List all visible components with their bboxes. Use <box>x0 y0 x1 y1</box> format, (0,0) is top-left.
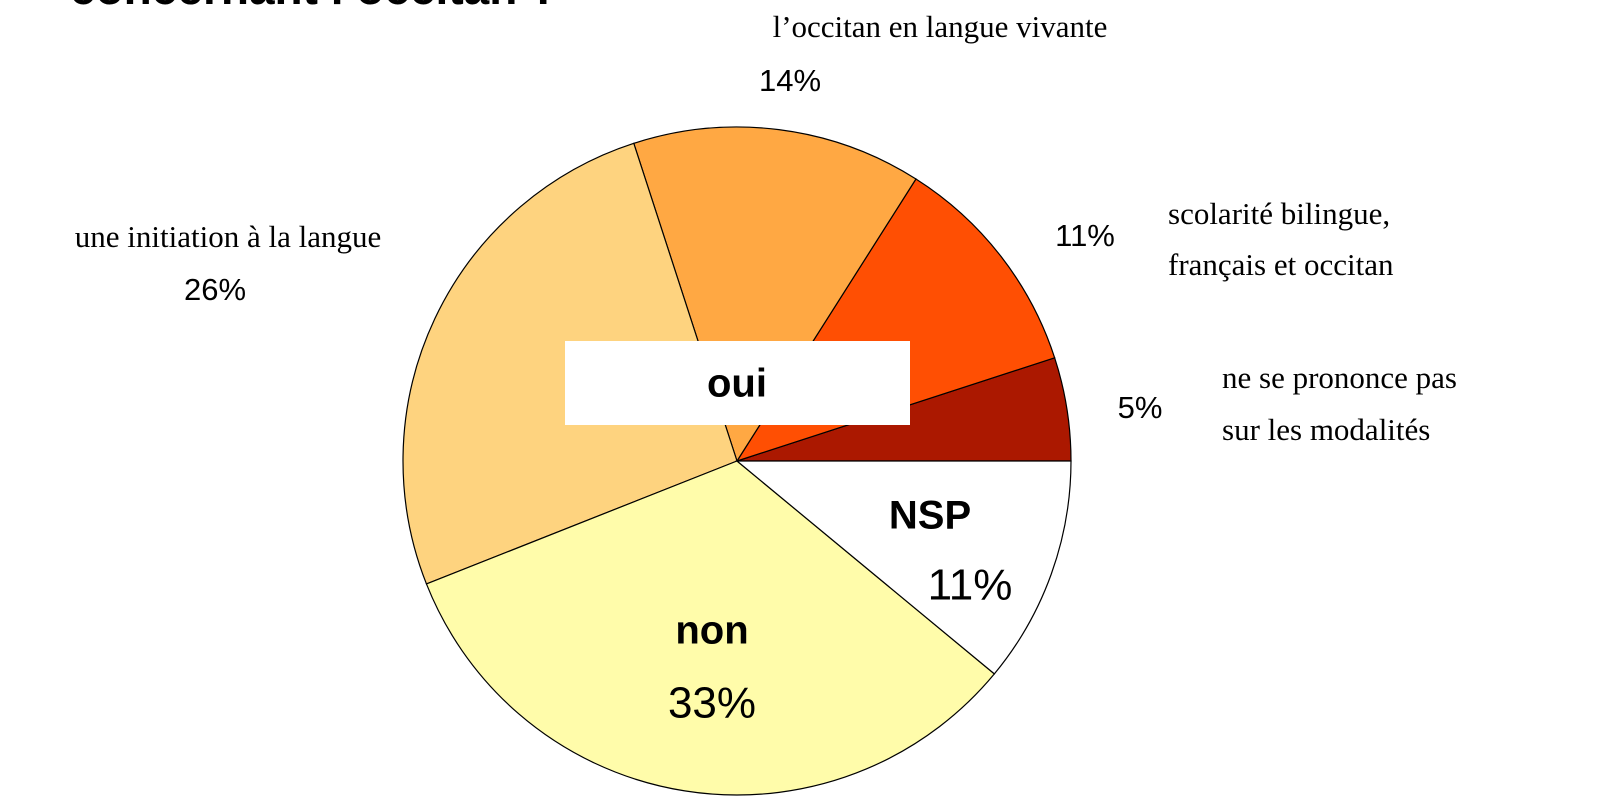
value-label: 11% <box>1055 218 1115 253</box>
value-label: 26% <box>184 272 246 307</box>
pie-slice <box>633 126 917 463</box>
slice-label: sur les modalités <box>1222 412 1430 447</box>
group-label: NSP <box>889 494 971 538</box>
chart-title: concernant l’occitan ? <box>70 0 558 14</box>
value-label: 33% <box>668 679 756 728</box>
slice-label: français et occitan <box>1168 247 1394 282</box>
slice-label: scolarité bilingue, <box>1168 196 1390 231</box>
slice-label: l’occitan en langue vivante <box>773 9 1108 44</box>
pie-slice <box>425 460 996 796</box>
pie-slice <box>735 460 1072 675</box>
slice-label: une initiation à la langue <box>75 219 381 254</box>
value-label: 5% <box>1118 390 1163 425</box>
group-label: oui <box>707 362 767 406</box>
group-label: non <box>675 609 748 653</box>
slice-label: ne se prononce pas <box>1222 360 1457 395</box>
value-label: 14% <box>759 63 821 98</box>
value-label: 11% <box>928 561 1013 610</box>
group-box <box>565 341 910 425</box>
